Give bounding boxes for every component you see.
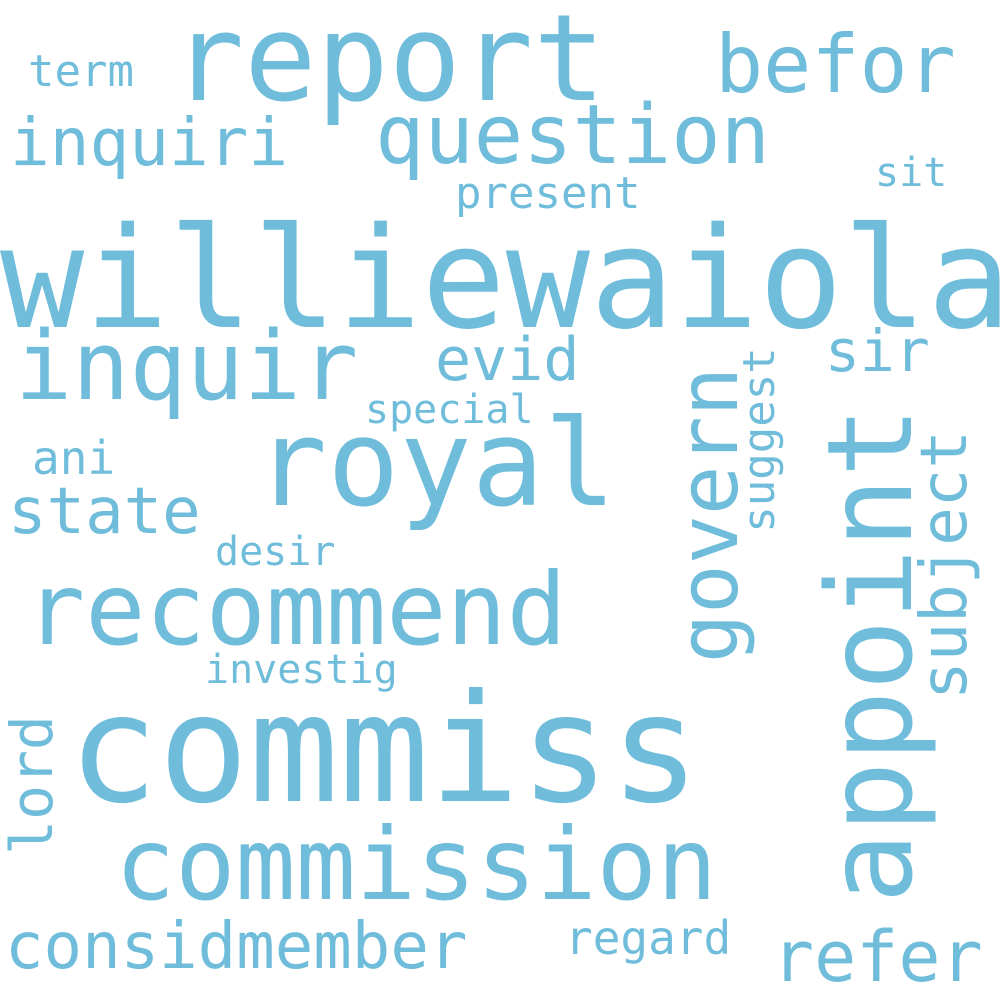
word-sit: sit bbox=[875, 150, 948, 196]
word-investig: investig bbox=[205, 647, 398, 693]
word-williewaiola: williewaiola bbox=[0, 198, 1000, 361]
word-inquir: inquir bbox=[15, 312, 359, 422]
word-ani: ani bbox=[32, 431, 116, 485]
word-present: present bbox=[455, 168, 641, 219]
word-commission: commission bbox=[115, 806, 718, 923]
word-lord: lord bbox=[0, 715, 66, 855]
word-sir: sir bbox=[825, 317, 930, 385]
word-recommend: recommend bbox=[25, 551, 567, 668]
word-desir: desir bbox=[215, 529, 336, 575]
word-report: report bbox=[172, 0, 606, 129]
word-regard: regard bbox=[565, 911, 732, 965]
word-subject: subject bbox=[908, 430, 982, 700]
word-suggest: suggest bbox=[734, 347, 785, 533]
word-evid: evid bbox=[435, 325, 580, 395]
word-considmember: considmember bbox=[5, 910, 468, 984]
word-befor: befor bbox=[715, 18, 956, 111]
word-inquiri: inquiri bbox=[10, 104, 289, 181]
word-refer: refer bbox=[772, 916, 983, 998]
word-state: state bbox=[8, 475, 201, 549]
word-special: special bbox=[365, 387, 534, 433]
word-question: question bbox=[375, 88, 770, 183]
word-term: term bbox=[28, 46, 134, 97]
word-commiss: commiss bbox=[68, 663, 701, 837]
word-royal: royal bbox=[255, 395, 617, 534]
